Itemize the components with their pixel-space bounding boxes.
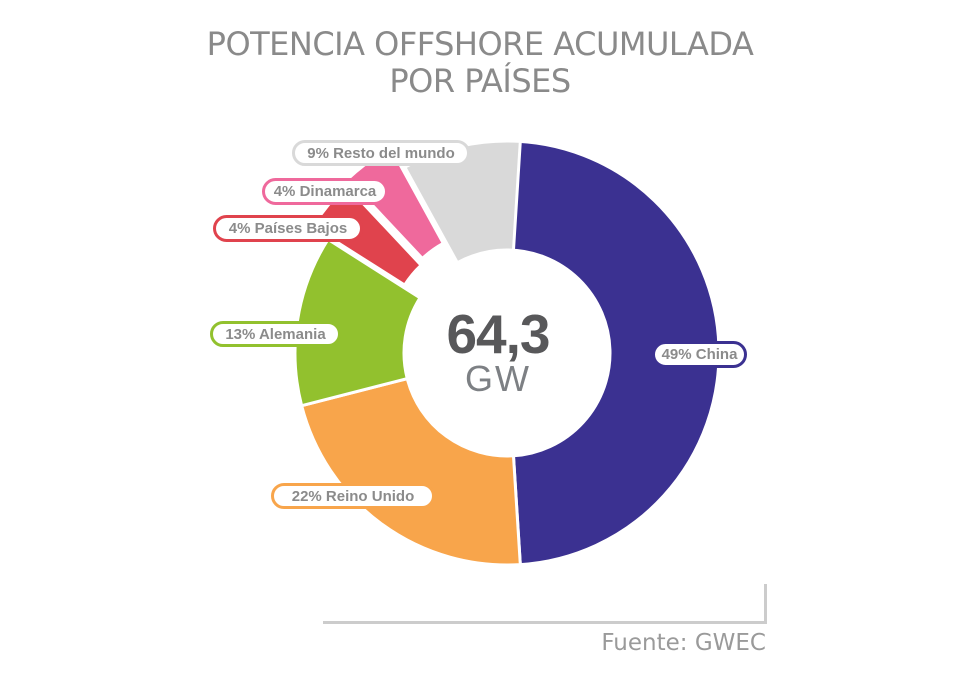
- page-title: POTENCIA OFFSHORE ACUMULADA POR PAÍSES: [0, 26, 960, 100]
- label-pill-paises-bajos-text: 4% Países Bajos: [228, 220, 348, 237]
- label-pill-dinamarca: 4% Dinamarca: [262, 178, 388, 205]
- label-pill-resto-del-mundo: 9% Resto del mundo: [292, 140, 470, 166]
- label-pill-dinamarca-text: 4% Dinamarca: [273, 183, 377, 200]
- label-pill-resto-del-mundo-text: 9% Resto del mundo: [307, 144, 455, 162]
- label-pill-alemania: 13% Alemania: [210, 321, 341, 347]
- donut-segment-china: [505, 139, 721, 567]
- label-pill-paises-bajos: 4% Países Bajos: [213, 215, 363, 242]
- source-attribution: Fuente: GWEC: [601, 630, 766, 656]
- page-title-line1: POTENCIA OFFSHORE ACUMULADA: [206, 25, 754, 63]
- label-pill-china: 49% China: [652, 341, 747, 368]
- donut-segment-alemania: [293, 237, 422, 408]
- page-title-line2: POR PAÍSES: [389, 62, 571, 100]
- donut-segment-reino-unido: [300, 377, 522, 567]
- label-pill-alemania-text: 13% Alemania: [225, 325, 326, 343]
- label-pill-china-text: 49% China: [661, 346, 738, 363]
- corner-bracket-line: [323, 584, 767, 624]
- label-pill-reino-unido: 22% Reino Unido: [271, 483, 435, 509]
- donut-segment-dinamarca: [346, 146, 445, 260]
- donut-segment-paises-bajos: [311, 184, 423, 287]
- label-pill-reino-unido-text: 22% Reino Unido: [291, 487, 415, 505]
